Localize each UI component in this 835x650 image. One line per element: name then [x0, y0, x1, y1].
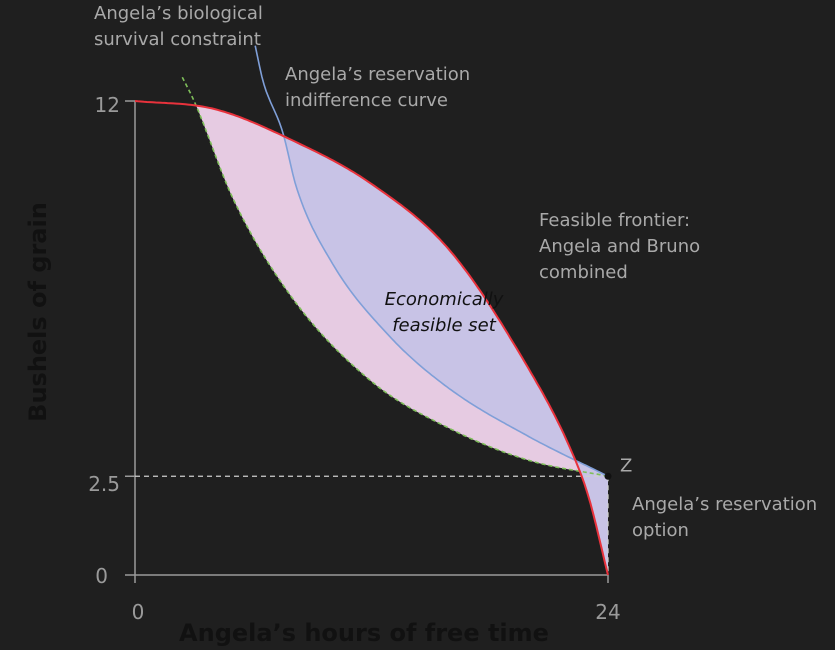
axis-ticks — [125, 100, 609, 583]
y-tick-label-0: 0 — [95, 564, 108, 588]
annotation-feasible-line1: Economically — [385, 289, 504, 310]
point-z-marker — [604, 472, 612, 480]
annotation-frontier-line2: Angela and Bruno — [539, 236, 700, 257]
annotation-frontier-line3: combined — [539, 262, 628, 283]
annotation-reservation-line1: Angela’s reservation — [285, 64, 470, 85]
x-axis-title: Angela’s hours of free time — [179, 619, 549, 647]
region-economically-feasible-fill — [283, 136, 608, 576]
annotation-reservation-line2: indifference curve — [285, 90, 448, 111]
reservation-indifference-curve — [254, 45, 609, 478]
y-tick-label-2-5: 2.5 — [88, 472, 120, 496]
annotation-survival-line1: Angela’s biological — [94, 3, 263, 24]
y-axis-title: Bushels of grain — [24, 202, 52, 422]
annotation-option-line1: Angela’s reservation — [632, 494, 817, 515]
feasible-frontier-curve — [134, 100, 609, 576]
x-tick-label-0: 0 — [132, 600, 145, 624]
annotation-option-line2: option — [632, 520, 689, 541]
survival-constraint-curve — [181, 76, 609, 478]
annotation-feasible-line2: feasible set — [392, 315, 496, 336]
annotation-frontier-line1: Feasible frontier: — [539, 210, 690, 231]
y-tick-label-12: 12 — [95, 93, 120, 117]
annotation-survival-line2: survival constraint — [94, 29, 261, 50]
point-z-label: Z — [620, 455, 632, 476]
x-tick-label-24: 24 — [595, 600, 620, 624]
